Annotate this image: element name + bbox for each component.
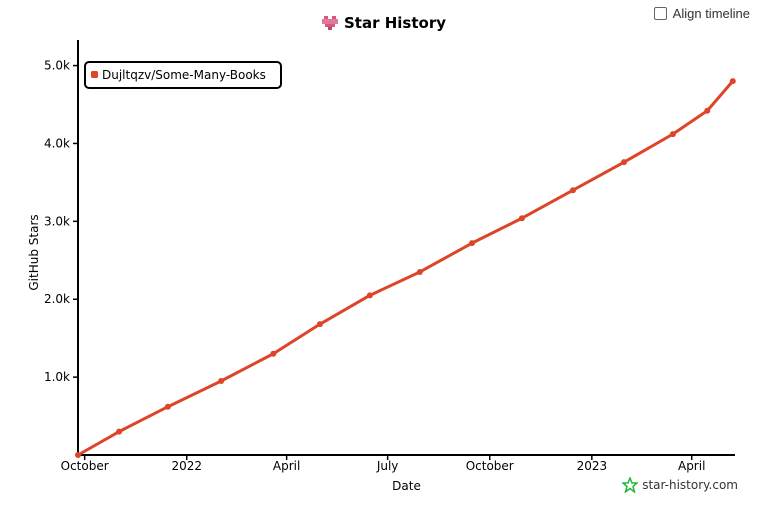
y-tick-label: 2.0k [44, 292, 70, 306]
series-point [621, 159, 628, 166]
align-timeline-label: Align timeline [672, 6, 750, 21]
y-tick-label: 3.0k [44, 214, 70, 228]
chart-title-text: Star History [344, 14, 446, 32]
star-history-logo-icon [322, 16, 338, 30]
x-tick-label: 2022 [171, 459, 202, 473]
checkbox-icon[interactable] [653, 7, 667, 20]
series-point [116, 428, 123, 435]
y-tick-label: 5.0k [44, 59, 70, 73]
series-point [704, 107, 711, 114]
y-tick-label: 1.0k [44, 370, 70, 384]
legend-box [84, 61, 282, 89]
series-point [218, 378, 225, 385]
watermark-text: star-history.com [642, 478, 738, 492]
series-point [270, 350, 277, 357]
x-tick-label: July [376, 459, 399, 473]
x-tick-label: October [61, 459, 109, 473]
series-point [75, 452, 81, 458]
y-axis-label: GitHub Stars [27, 214, 41, 290]
align-timeline-toggle[interactable]: Align timeline [653, 6, 750, 21]
chart-title: Star History [0, 14, 768, 32]
x-tick-label: April [273, 459, 300, 473]
series-point [669, 131, 676, 138]
y-tick-label: 4.0k [44, 136, 70, 150]
series-point [518, 215, 525, 222]
star-outline-icon [622, 477, 639, 493]
series-point [366, 292, 373, 299]
series-point [164, 403, 171, 410]
legend-swatch [91, 71, 98, 78]
series-point [416, 268, 423, 275]
watermark[interactable]: star-history.com [622, 477, 738, 493]
series-point [729, 78, 736, 85]
x-axis-label: Date [392, 479, 421, 493]
x-tick-label: 2023 [577, 459, 608, 473]
series-point [468, 240, 475, 247]
series-point [569, 187, 576, 194]
legend-label: Dujltqzv/Some-Many-Books [102, 68, 266, 82]
x-tick-label: October [466, 459, 514, 473]
series-line [77, 80, 734, 457]
x-tick-label: April [678, 459, 705, 473]
series-point [316, 321, 323, 328]
